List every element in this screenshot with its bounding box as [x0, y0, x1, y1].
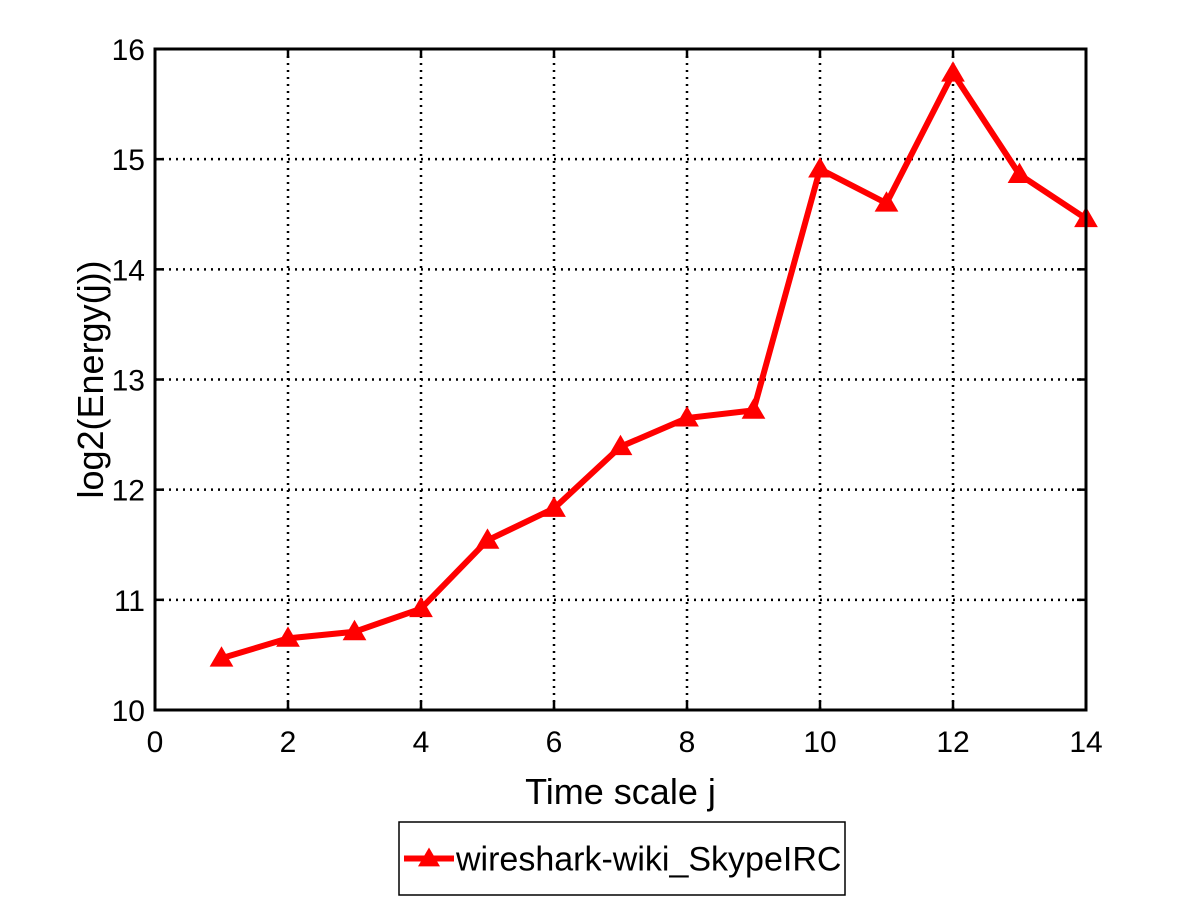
data-point-marker — [276, 626, 300, 647]
legend-series-label: wireshark-wiki_SkypeIRC — [455, 841, 841, 879]
x-tick-label: 2 — [280, 726, 297, 759]
y-tick-label: 15 — [112, 144, 145, 177]
y-tick-label: 11 — [114, 585, 145, 618]
data-point-marker — [741, 398, 766, 419]
x-tick-label: 6 — [546, 726, 563, 759]
data-point-marker — [409, 596, 433, 618]
y-tick-label: 16 — [112, 34, 145, 67]
data-point-marker — [675, 406, 699, 427]
data-point-marker — [209, 646, 234, 667]
data-point-marker — [808, 157, 832, 178]
y-tick-label: 13 — [112, 365, 145, 398]
legend-box — [398, 821, 846, 896]
legend-triangle-marker — [418, 847, 440, 867]
y-tick-label: 12 — [112, 475, 145, 508]
data-point-marker — [608, 434, 633, 456]
data-point-marker — [342, 619, 367, 641]
grid-lines — [155, 49, 1086, 710]
x-tick-label: 12 — [936, 726, 969, 759]
data-point-marker — [1007, 162, 1032, 184]
data-point-marker — [475, 528, 500, 549]
x-tick-label: 8 — [679, 726, 696, 759]
series-layer — [209, 61, 1098, 667]
x-tick-label: 10 — [803, 726, 836, 759]
data-point-marker — [874, 191, 899, 212]
data-point-marker — [941, 61, 965, 82]
y-axis-label: log2(Energy(j)) — [70, 260, 111, 498]
y-tick-label: 14 — [112, 254, 145, 287]
data-point-marker — [542, 496, 566, 517]
x-tick-label: 0 — [147, 726, 164, 759]
x-axis-label: Time scale j — [525, 771, 716, 812]
legend: wireshark-wiki_SkypeIRC — [398, 821, 846, 896]
axis-ticks — [153, 47, 1088, 712]
x-tick-label: 14 — [1069, 726, 1102, 759]
tick-labels: 0 2 4 6 8 10 12 14 10 11 12 13 14 15 16 — [112, 34, 1103, 759]
y-tick-label: 10 — [112, 695, 145, 728]
series-line — [220, 67, 1088, 662]
x-tick-label: 4 — [413, 726, 430, 759]
